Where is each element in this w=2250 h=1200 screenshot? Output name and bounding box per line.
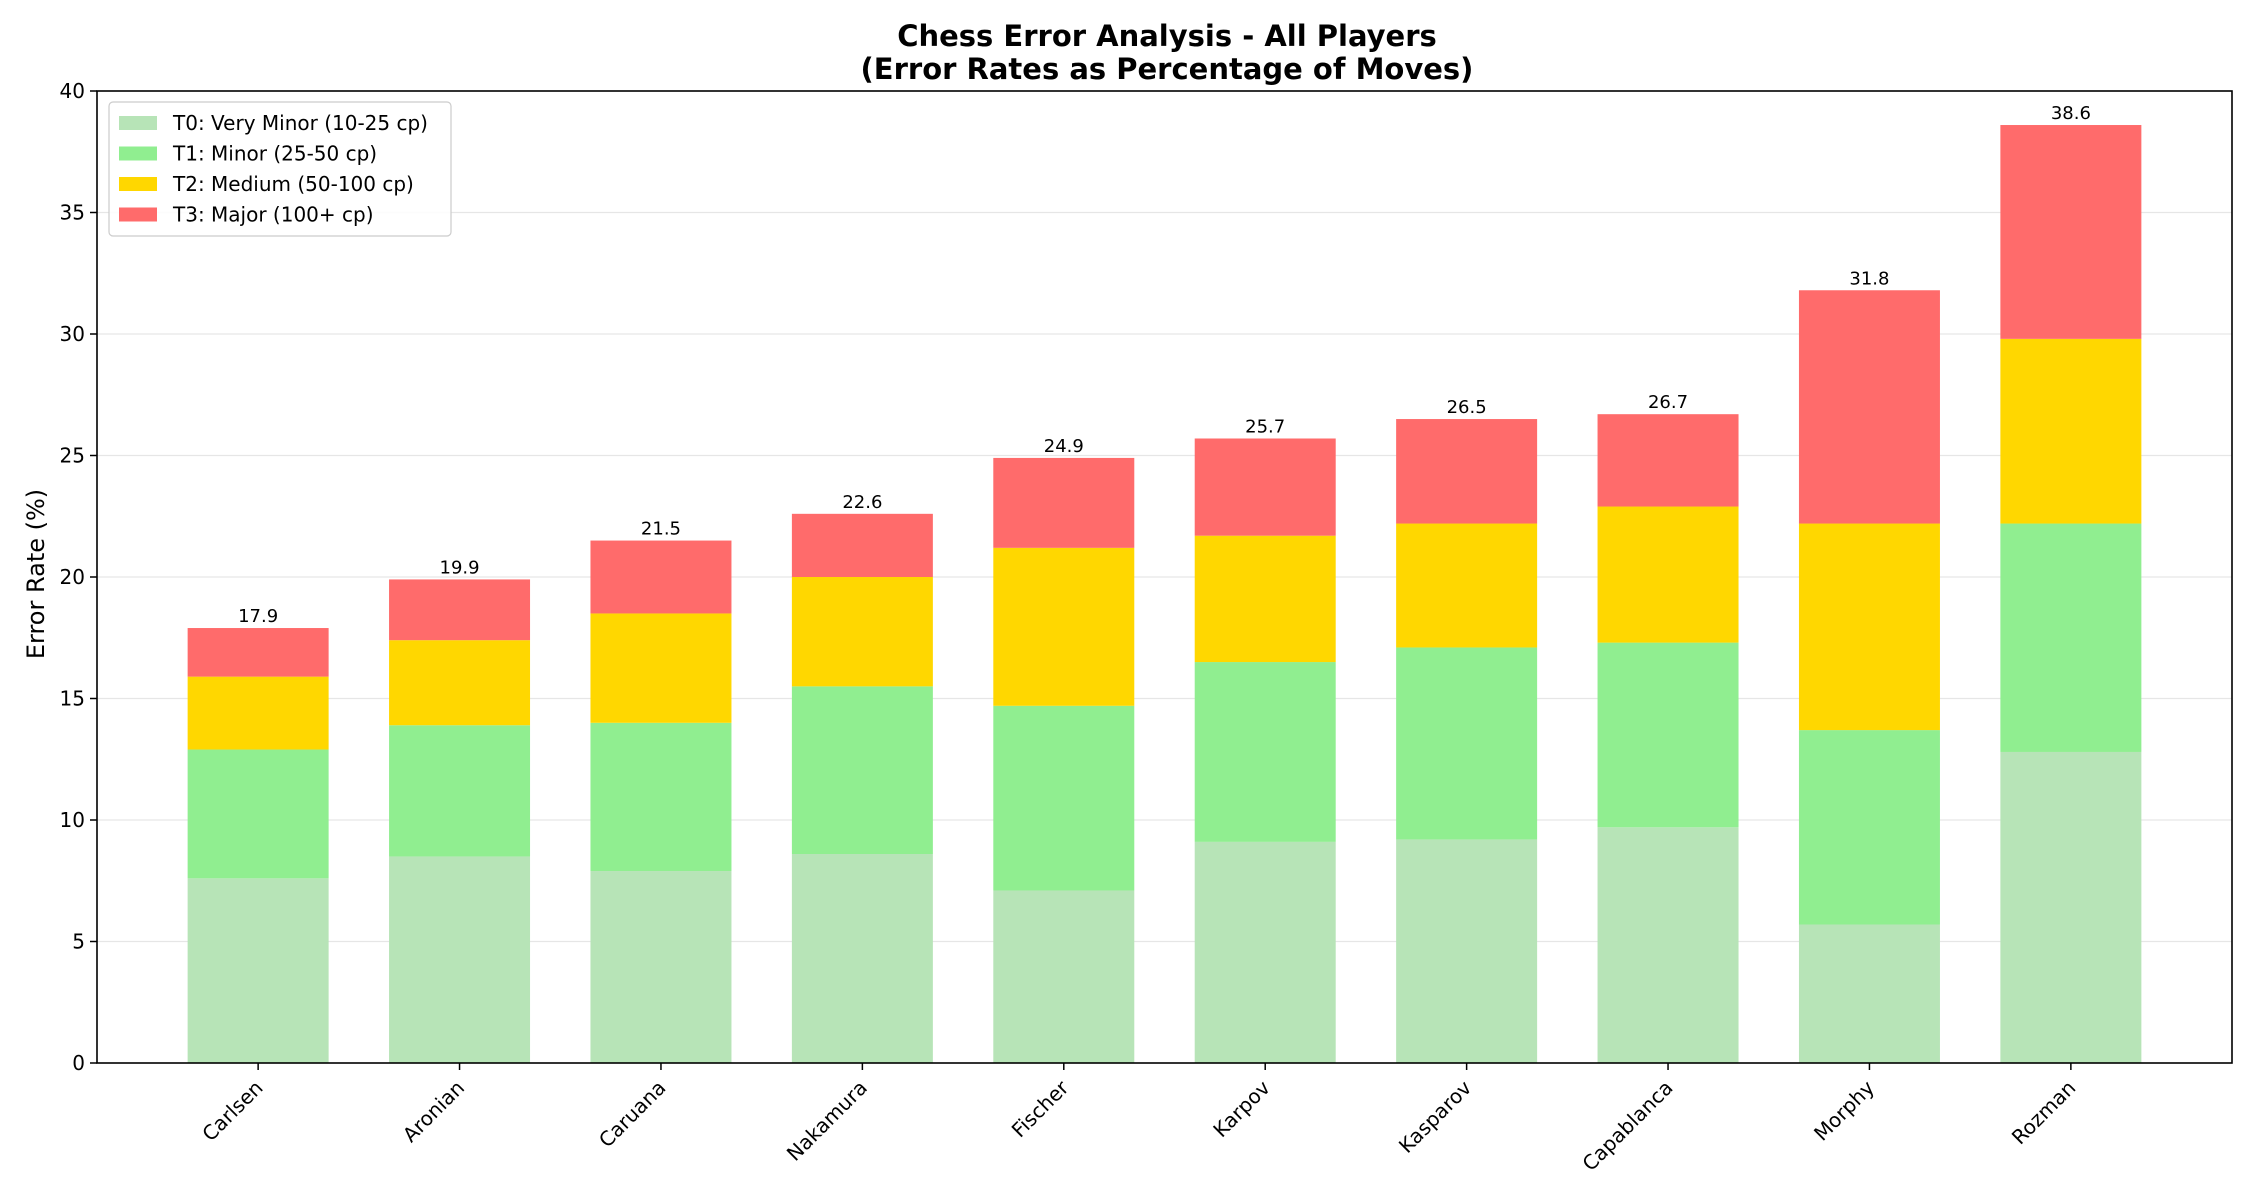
bar-segment-t0 xyxy=(389,856,531,1063)
legend-label: T1: Minor (25-50 cp) xyxy=(172,142,377,166)
x-tick-label: Carlsen xyxy=(197,1076,267,1146)
y-tick-label: 10 xyxy=(60,808,85,832)
x-tick-label: Kasparov xyxy=(1394,1075,1476,1157)
bar-segment-t3 xyxy=(1194,438,1336,536)
bar-segment-t3 xyxy=(1798,290,1940,524)
legend-swatch xyxy=(119,146,157,161)
bar-segment-t1 xyxy=(590,722,732,872)
bar-total-label: 31.8 xyxy=(1849,268,1889,289)
bar-segment-t2 xyxy=(1597,506,1739,643)
bar-segment-t0 xyxy=(1597,827,1739,1063)
chart-subtitle: (Error Rates as Percentage of Moves) xyxy=(861,52,1474,86)
bar-segment-t2 xyxy=(2000,338,2142,524)
bar-segment-t0 xyxy=(993,890,1135,1063)
x-tick-label: Karpov xyxy=(1208,1075,1275,1142)
bar-segment-t3 xyxy=(2000,125,2142,339)
bar-segment-t0 xyxy=(187,878,329,1063)
bar-segment-t3 xyxy=(993,457,1135,548)
bar-total-label: 26.7 xyxy=(1648,392,1688,413)
y-tick-label: 5 xyxy=(72,930,85,954)
bar-segment-t0 xyxy=(1396,839,1538,1063)
bar-total-label: 22.6 xyxy=(842,492,882,513)
legend-label: T3: Major (100+ cp) xyxy=(172,203,374,227)
bar-segment-t2 xyxy=(1798,523,1940,731)
bar-segment-t1 xyxy=(1798,730,1940,925)
y-tick-label: 0 xyxy=(72,1051,85,1075)
bar-segment-t0 xyxy=(1798,924,1940,1063)
bar-segment-t1 xyxy=(1597,642,1739,828)
legend: T0: Very Minor (10-25 cp) T1: Minor (25-5… xyxy=(108,101,452,237)
y-tick-label: 40 xyxy=(60,79,85,103)
legend-label: T0: Very Minor (10-25 cp) xyxy=(172,111,428,135)
bar-segment-t1 xyxy=(1194,662,1336,842)
bar-total-label: 38.6 xyxy=(2051,103,2091,124)
bar-segment-t3 xyxy=(1597,414,1739,507)
x-tick-label: Rozman xyxy=(2007,1076,2081,1150)
x-tick-label: Fischer xyxy=(1007,1075,1074,1142)
x-tick-label: Caruana xyxy=(594,1076,671,1153)
bar-segment-t1 xyxy=(993,705,1135,891)
bar-segment-t0 xyxy=(1194,841,1336,1063)
bar-segment-t3 xyxy=(590,540,732,614)
y-tick-label: 20 xyxy=(60,565,85,589)
data-labels: 17.9 19.9 21.5 22.6 24.9 25.7 26.5 26.7 31.8 38.6 xyxy=(238,103,2091,627)
bar-segment-t2 xyxy=(791,577,933,687)
x-tick-label: Aronian xyxy=(398,1076,469,1147)
plot-frame xyxy=(96,90,2233,1064)
bar-total-label: 19.9 xyxy=(440,557,480,578)
x-tick-label: Nakamura xyxy=(782,1076,872,1166)
y-tick-label: 15 xyxy=(60,687,85,711)
bar-total-label: 26.5 xyxy=(1447,397,1487,418)
bar-segment-t3 xyxy=(187,628,329,677)
bar-segment-t2 xyxy=(187,676,329,750)
bar-segment-t1 xyxy=(1396,647,1538,840)
bar-segment-t3 xyxy=(1396,419,1538,524)
legend-box xyxy=(108,101,452,237)
bar-total-label: 24.9 xyxy=(1044,436,1084,457)
x-tick-label: Capablanca xyxy=(1577,1076,1677,1176)
bar-segment-t1 xyxy=(791,686,933,855)
bar-total-label: 25.7 xyxy=(1245,416,1285,437)
legend-swatch xyxy=(119,207,157,222)
y-tick-label: 25 xyxy=(60,444,85,468)
bar-segment-t2 xyxy=(1396,523,1538,648)
bar-total-label: 21.5 xyxy=(641,519,681,540)
bars xyxy=(187,125,2142,1063)
bar-segment-t3 xyxy=(389,579,531,641)
bar-total-label: 17.9 xyxy=(238,606,278,627)
y-tick-label: 30 xyxy=(60,322,85,346)
legend-swatch xyxy=(119,177,157,191)
y-tick-label: 35 xyxy=(60,201,85,225)
legend-label: T2: Medium (50-100 cp) xyxy=(172,172,414,196)
bar-segment-t2 xyxy=(389,640,531,726)
bar-segment-t1 xyxy=(389,725,531,857)
bar-segment-t0 xyxy=(2000,751,2142,1063)
bar-segment-t1 xyxy=(2000,523,2142,752)
chart-title: Chess Error Analysis - All Players xyxy=(897,19,1437,53)
legend-swatch xyxy=(119,116,157,130)
x-tick-label: Morphy xyxy=(1809,1075,1879,1145)
bar-segment-t0 xyxy=(791,854,933,1063)
bar-segment-t3 xyxy=(791,513,933,577)
bar-segment-t2 xyxy=(993,547,1135,706)
bar-segment-t1 xyxy=(187,749,329,879)
bar-segment-t2 xyxy=(1194,535,1336,663)
bar-segment-t2 xyxy=(590,613,732,723)
y-axis-label: Error Rate (%) xyxy=(22,489,50,659)
bar-segment-t0 xyxy=(590,871,732,1063)
